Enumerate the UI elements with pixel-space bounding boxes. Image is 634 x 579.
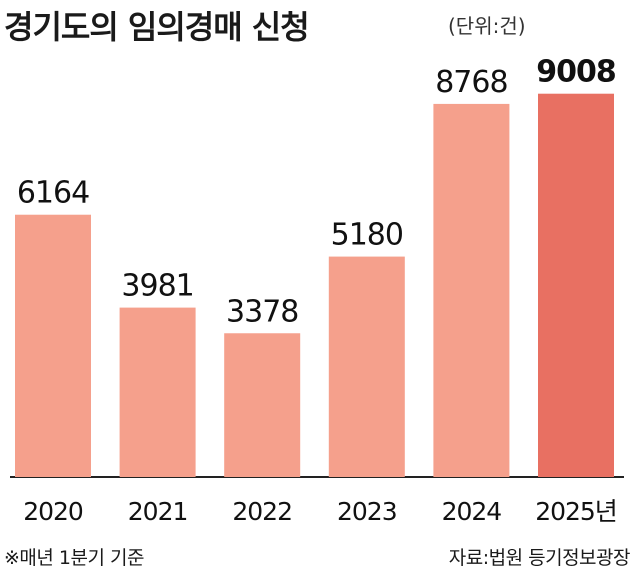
category-label-2020: 2020 [23, 497, 83, 526]
footnote: ※매년 1분기 기준 [4, 547, 144, 569]
unit-label: (단위:건) [448, 14, 526, 38]
category-label-2021: 2021 [128, 497, 188, 526]
data-label-2020: 6164 [17, 176, 89, 211]
data-label-2021: 3981 [121, 269, 193, 304]
data-label-2024: 8768 [435, 65, 507, 100]
source-note: 자료:법원 등기정보광장 [448, 547, 631, 569]
category-label-2025년: 2025년 [535, 497, 617, 526]
bar-2025년 [538, 93, 614, 477]
data-label-2022: 3378 [226, 294, 298, 329]
category-label-2024: 2024 [442, 497, 502, 526]
category-label-2023: 2023 [337, 497, 397, 526]
category-label-2022: 2022 [232, 497, 292, 526]
data-label-2025년: 9008 [536, 55, 616, 90]
bar-2021 [119, 307, 196, 477]
bar-2020 [15, 214, 91, 477]
data-label-2023: 5180 [331, 218, 403, 253]
bar-2023 [328, 256, 405, 477]
bar-2024 [433, 103, 510, 477]
chart-title: 경기도의 임의경매 신청 [4, 8, 310, 46]
bar-2022 [224, 333, 301, 477]
